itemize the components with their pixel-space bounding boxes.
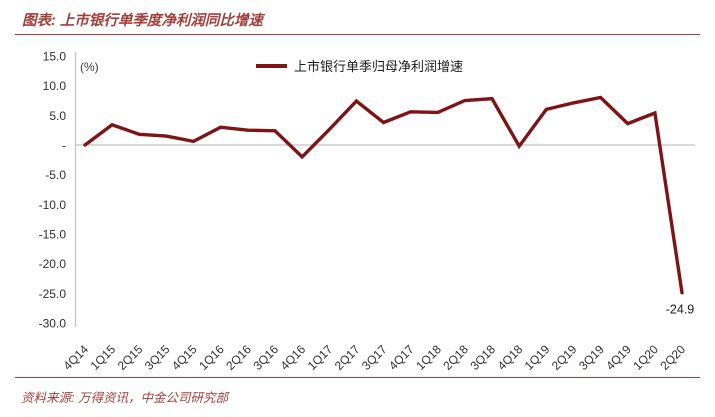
x-tick-label: 1Q16 [196,342,227,373]
y-tick-label: 10.0 [43,79,67,93]
x-tick-label: 2Q15 [115,342,146,373]
legend: 上市银行单季归母净利润增速 [256,56,463,75]
y-tick-label: - [62,139,66,153]
y-tick-label: -10.0 [39,198,67,212]
x-tick-label: 2Q17 [332,342,363,373]
x-tick-label: 3Q17 [359,342,390,373]
y-tick-label: -20.0 [39,257,67,271]
y-tick-label: -15.0 [39,227,67,241]
profit-growth-line-chart: 15.0 10.0 5.0 - -5.0 -10.0 -15.0 -20.0 -25.0 -30.… [39,50,695,373]
x-tick-label: 4Q14 [60,342,91,373]
profit-growth-series-line [83,95,684,295]
x-tick-label: 3Q16 [250,342,281,373]
x-tick-label: 1Q19 [522,342,553,373]
x-tick-label: 2Q19 [549,342,580,373]
y-tick-label: -25.0 [39,287,67,301]
y-tick-label: 5.0 [49,109,66,123]
legend-line-marker [256,63,287,68]
x-tick-label: 4Q15 [169,342,200,373]
x-tick-label: 1Q17 [305,342,336,373]
x-tick-label: 1Q20 [630,342,661,373]
source-note: 资料来源: 万得资讯，中金公司研究部 [21,391,228,405]
chart-title: 图表: 上市银行单季度净利润同比增速 [22,13,263,29]
x-tick-label: 3Q18 [467,342,498,373]
y-tick-label: 15.0 [43,50,67,64]
y-axis-unit-label: (%) [80,60,99,74]
title-divider [15,34,700,35]
footer-divider [15,377,700,378]
last-point-data-label: -24.9 [666,303,695,317]
x-tick-label: 1Q18 [413,342,444,373]
x-tick-label: 3Q19 [576,342,607,373]
x-tick-label: 3Q15 [142,342,173,373]
legend-label: 上市银行单季归母净利润增速 [294,59,464,74]
x-tick-label: 2Q16 [223,342,254,373]
x-tick-label: 1Q15 [88,342,119,373]
y-tick-label: -30.0 [39,316,67,330]
x-tick-label: 4Q16 [278,342,309,373]
x-tick-label: 4Q19 [603,342,634,373]
x-tick-label: 4Q17 [386,342,417,373]
x-tick-label: 4Q18 [495,342,526,373]
x-tick-label: 2Q18 [440,342,471,373]
y-tick-label: -5.0 [45,168,66,182]
x-tick-label: 2Q20 [657,342,688,373]
